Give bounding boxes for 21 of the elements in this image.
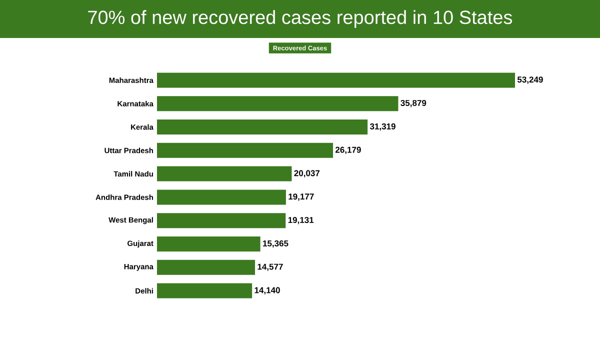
bar [157, 72, 516, 88]
data-label: 26,179 [336, 146, 361, 154]
bar [157, 213, 286, 228]
bar [157, 120, 368, 135]
data-label: 53,249 [517, 76, 543, 84]
data-label: 31,319 [370, 123, 396, 131]
data-label: 14,140 [254, 287, 280, 294]
data-label: 20,037 [294, 170, 320, 178]
bar [157, 190, 286, 205]
data-label: 15,365 [263, 240, 288, 248]
bar [157, 283, 252, 298]
bar [157, 96, 398, 112]
data-label: 19,177 [288, 194, 314, 201]
bar [157, 236, 260, 252]
chart-title: 70% of new recovered cases reported in 10 States [88, 10, 512, 28]
bar [157, 166, 292, 182]
bar [157, 142, 334, 158]
data-label: 35,879 [400, 100, 426, 108]
bar [157, 260, 256, 275]
data-label: 19,131 [288, 216, 314, 224]
data-label: 14,577 [258, 264, 283, 271]
